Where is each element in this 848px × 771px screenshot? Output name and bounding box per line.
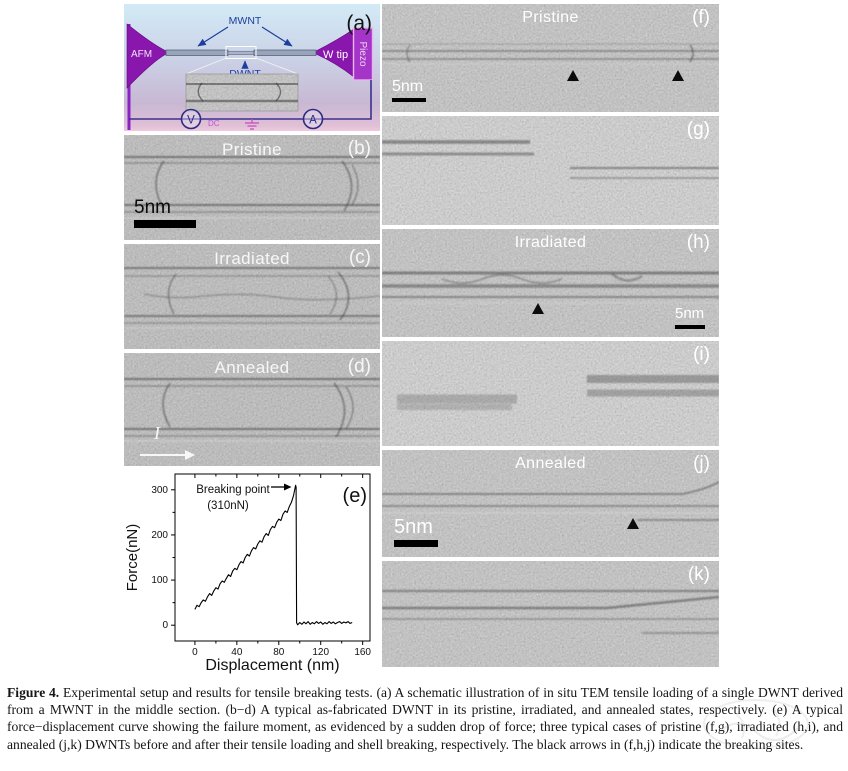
dc-label: DC [208,119,220,128]
ammeter-icon [302,108,324,130]
panel-j-tem: Annealed (j) 5nm [382,450,719,557]
panel-j-title: Annealed [515,455,586,472]
nanotube-walls [382,140,719,179]
piezo-block [352,27,374,81]
mwnt-arrow-right-icon [261,26,293,47]
breaking-site-arrow-icon [532,303,544,314]
circuit-wire [129,80,372,120]
nanotube-walls [382,43,719,65]
force-curve [194,484,353,626]
scale-bar-j: 5nm [394,517,438,547]
voltmeter-icon [180,108,202,130]
nanotube-walls [382,271,719,304]
schematic-drawing: AFM Piezo W tip MWNT DWNT [126,12,374,130]
y-tick-label: 100 [151,575,168,586]
inset-tem-image [185,73,299,112]
panel-k-tem: (k) [382,561,719,667]
panel-k-label: (k) [687,564,710,585]
mwnt-rod-left [165,49,229,56]
panel-d-title: Annealed [214,358,290,377]
panel-g-label: (g) [686,119,710,140]
panel-j-label: (j) [693,453,710,474]
nanotube-walls [397,375,719,410]
scale-bar-b: 5nm [134,198,196,228]
panel-f-title: Pristine [522,9,579,26]
nanotube-walls [382,589,719,634]
panel-e-label: (e) [343,485,367,507]
panel-h-label: (h) [686,232,710,253]
panel-b-title: Pristine [222,140,282,159]
panel-b-tem: Pristine (b) 5nm [124,135,380,240]
chart-frame [174,473,371,642]
x-tick-label: 0 [192,647,198,658]
breaking-force-annotation: (310nN) [207,500,249,512]
scale-bar-h-text: 5nm [675,305,705,322]
panel-f-tem: Pristine (f) 5nm [382,4,719,112]
nanotube-walls [124,267,380,329]
scale-bar-b-text: 5nm [134,197,171,218]
ground-symbol-icon [245,119,259,130]
x-tick-label: 160 [354,647,371,658]
scale-bar-f-text: 5nm [392,78,424,95]
nanotube-walls [382,481,719,521]
piezo-label: Piezo [357,41,368,66]
w-tip-label: W tip [323,49,348,61]
panel-e-chart: 0 40 80 120 160 0 100 200 300 Displacement (nm) Fo… [124,470,380,678]
panel-h-title: Irradiated [514,234,587,251]
dwnt-highlight-box [225,46,257,59]
scale-bar-f: 5nm [392,79,426,102]
ammeter-label: A [309,115,317,127]
breaking-point-annotation: Breaking point [196,484,270,496]
dwnt-rod-middle [227,50,255,55]
figure-caption: Figure 4. Experimental setup and results… [7,684,843,753]
callout-line-right [255,57,299,75]
current-label: I [154,423,160,443]
breaking-site-arrow-icon [567,70,579,81]
figure-caption-label: Figure 4. [7,685,60,700]
mwnt-label: MWNT [229,15,262,27]
breaking-site-arrow-icon [672,70,684,81]
annotation-arrowhead-icon [284,483,292,491]
callout-line-left [185,57,227,75]
panel-d-tem: Annealed (d) I [124,353,380,466]
panel-i-label: (i) [693,344,710,365]
y-axis-label: Force(nN) [124,524,141,592]
scale-bar-h: 5nm [675,306,705,329]
force-displacement-chart: 0 40 80 120 160 0 100 200 300 Displacement (nm) Fo… [124,473,371,674]
nanotube-walls [124,156,380,219]
voltmeter-label: V [187,115,195,127]
panel-h-tem: Irradiated (h) 5nm [382,229,719,337]
y-tick-label: 0 [162,620,168,631]
panel-d-label: (d) [347,356,371,377]
mwnt-arrow-left-icon [197,26,229,47]
figure-caption-text: Experimental setup and results for tensi… [7,685,843,752]
breaking-site-arrow-icon [627,518,639,529]
panel-f-label: (f) [692,7,710,28]
nanotube-walls [124,378,380,442]
panel-g-tem: (g) [382,116,719,225]
x-tick-label: 40 [231,647,243,658]
panel-i-tem: (i) [382,341,719,446]
panel-c-title: Irradiated [214,249,290,268]
x-tick-label: 120 [312,647,329,658]
x-axis-label: Displacement (nm) [205,657,339,674]
panel-a-label: (a) [346,12,372,35]
panel-b-label: (b) [347,138,371,159]
panel-c-tem: Irradiated (c) [124,244,380,349]
x-tick-label: 80 [273,647,285,658]
afm-label: AFM [131,49,152,60]
panel-a-schematic: AFM Piezo W tip MWNT DWNT [124,4,380,131]
y-tick-label: 300 [151,485,168,496]
panel-c-label: (c) [348,247,371,268]
current-direction-arrow-icon [140,450,195,460]
scale-bar-j-text: 5nm [394,516,433,538]
mwnt-rod-right [253,49,317,56]
y-tick-label: 200 [151,530,168,541]
